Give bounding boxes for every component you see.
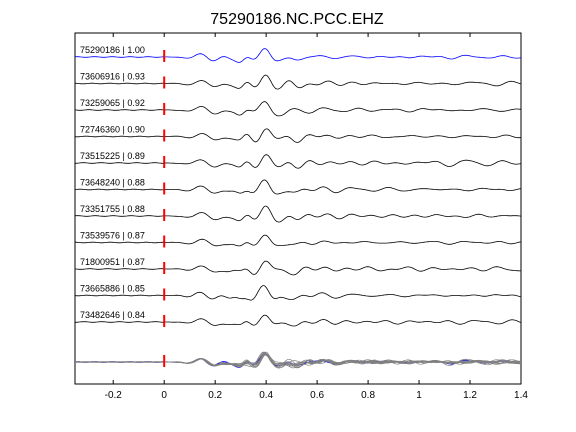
plot-area [74, 32, 522, 385]
trace-line-8 [74, 260, 522, 276]
x-tick-label-5: 0.8 [361, 390, 375, 401]
trace-label-5: 73648240 | 0.88 [80, 178, 145, 188]
overlay-line-10 [75, 354, 522, 367]
trace-line-0 [74, 48, 522, 63]
x-tick-label-3: 0.4 [259, 390, 273, 401]
x-tick-label-8: 1.4 [514, 390, 528, 401]
x-tick-label-0: -0.2 [105, 390, 123, 401]
trace-line-1 [74, 74, 522, 90]
x-tick-label-2: 0.2 [208, 390, 222, 401]
trace-label-3: 72746360 | 0.90 [80, 125, 145, 135]
trace-line-4 [75, 154, 522, 169]
trace-label-0: 75290186 | 1.00 [80, 45, 145, 55]
trace-line-5 [74, 179, 522, 195]
trace-label-4: 73515225 | 0.89 [80, 151, 145, 161]
trace-line-6 [74, 205, 522, 223]
trace-line-10 [75, 314, 522, 327]
trace-label-7: 73539576 | 0.87 [80, 231, 145, 241]
x-tick-label-6: 1 [416, 390, 422, 401]
trace-line-3 [74, 128, 522, 143]
trace-label-2: 73259065 | 0.92 [80, 98, 145, 108]
trace-label-1: 73606916 | 0.93 [80, 72, 145, 82]
trace-label-6: 73351755 | 0.88 [80, 204, 145, 214]
chart-title: 75290186.NC.PCC.EHZ [210, 11, 384, 28]
trace-labels: 75290186 | 1.00 73606916 | 0.93 73259065 |… [80, 45, 145, 320]
x-axis: -0.2 0 0.2 0.4 0.6 0.8 1 1.2 1.4 [105, 33, 528, 401]
x-tick-label-1: 0 [161, 390, 167, 401]
trace-group [74, 48, 522, 327]
trace-line-9 [74, 285, 522, 301]
trace-line-2 [74, 101, 522, 117]
x-tick-label-7: 1.2 [463, 390, 477, 401]
trace-line-7 [75, 234, 522, 247]
trace-label-10: 73482646 | 0.84 [80, 310, 145, 320]
x-tick-label-4: 0.6 [310, 390, 324, 401]
trace-label-8: 71800951 | 0.87 [80, 257, 145, 267]
trace-label-9: 73665886 | 0.85 [80, 284, 145, 294]
stacked-overlay [74, 351, 522, 369]
